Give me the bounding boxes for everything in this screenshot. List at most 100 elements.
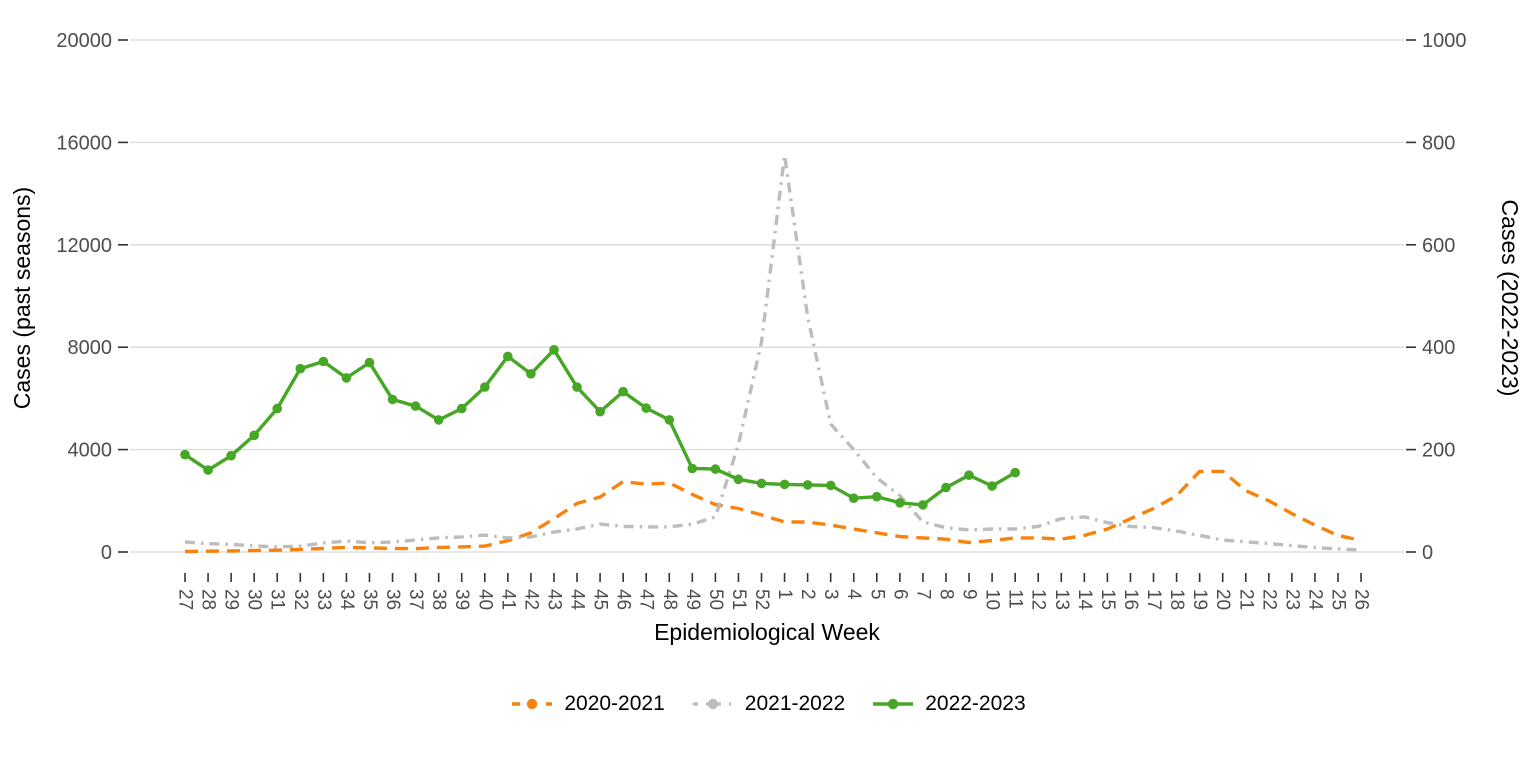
x-axis-tick-label: 34	[336, 589, 357, 611]
y-axis-left-tick-label: 8000	[68, 337, 113, 359]
data-point-2022-2023	[687, 463, 698, 474]
x-axis-tick-label: 7	[912, 589, 933, 600]
x-axis-tick-label: 10	[982, 589, 1003, 610]
x-axis-tick-label: 32	[290, 589, 311, 610]
x-axis-tick-label: 20	[1212, 589, 1233, 610]
series-2021-2022	[184, 154, 1362, 552]
x-axis-tick-label: 49	[682, 589, 703, 610]
legend-key-icon	[873, 698, 914, 710]
legend-key-dot	[888, 698, 899, 710]
data-point-2022-2023	[249, 430, 259, 441]
y-axis-right-tick-label: 800	[1422, 132, 1455, 154]
data-point-2022-2023	[595, 406, 605, 417]
x-axis-tick-label: 24	[1304, 589, 1325, 611]
x-axis-tick-label: 36	[382, 589, 403, 610]
x-axis-tick-label: 9	[959, 589, 980, 600]
x-axis-tick-label: 16	[1120, 589, 1141, 610]
data-point-2022-2023	[364, 357, 375, 368]
data-point-2022-2023	[872, 491, 882, 502]
data-point-2022-2023	[341, 373, 352, 383]
x-axis-tick-label: 8	[935, 589, 956, 600]
x-axis-tick-label: 41	[497, 589, 518, 610]
legend-label: 2020-2021	[564, 692, 665, 715]
data-point-2022-2023	[987, 481, 997, 491]
x-axis-tick-label: 45	[590, 589, 611, 610]
series-line-2020-2021	[184, 469, 1362, 554]
y-axis-right-tick-label: 200	[1422, 440, 1455, 462]
x-axis-title: Epidemiological Week	[654, 619, 880, 645]
data-point-2022-2023	[549, 345, 559, 355]
x-axis-tick-label: 11	[1005, 589, 1026, 609]
y-axis-right-tick-label: 0	[1422, 542, 1433, 564]
data-point-2022-2023	[526, 369, 536, 379]
data-point-2022-2023	[802, 480, 813, 490]
gridlines	[130, 39, 1404, 553]
x-axis-tick-label: 15	[1097, 589, 1118, 610]
data-point-2022-2023	[710, 464, 721, 474]
data-point-2022-2023	[664, 415, 675, 425]
x-axis-tick-label: 27	[175, 589, 196, 610]
x-axis-tick-label: 30	[244, 589, 265, 610]
y-axis-right-title: Cases (2022-2023)	[1497, 200, 1523, 397]
x-axis-tick-label: 14	[1074, 589, 1095, 611]
x-axis-tick-label: 33	[313, 589, 334, 610]
x-axis-tick-label: 23	[1281, 589, 1302, 610]
data-point-2022-2023	[1010, 467, 1020, 478]
data-point-2022-2023	[848, 493, 859, 504]
x-axis-tick-label: 22	[1258, 589, 1279, 610]
x-axis-tick-labels: 27 28 29 30 31 32 33 34 35 36 37 38 39 40 41 42 43 44 45 46…	[175, 589, 1372, 611]
y-axis-left-tick-labels: 0 4000 8000 12000 16000 20000	[56, 30, 112, 564]
data-point-2022-2023	[318, 356, 329, 367]
x-axis-tick-label: 6	[889, 589, 910, 600]
series-2022-2023	[180, 345, 1020, 510]
data-series	[180, 154, 1362, 554]
y-axis-left-tick-label: 16000	[56, 132, 112, 154]
data-point-2022-2023	[779, 479, 790, 490]
x-axis-tick-label: 38	[428, 589, 449, 610]
legend-key-dot	[527, 698, 538, 710]
x-axis-tick-label: 2	[797, 589, 818, 600]
x-axis-tick-label: 18	[1166, 589, 1187, 610]
data-point-2022-2023	[503, 351, 513, 362]
legend-item-2021-2022: 2021-2022	[691, 692, 845, 716]
x-axis-tick-label: 4	[843, 589, 864, 600]
data-point-2022-2023	[387, 394, 398, 405]
data-point-2022-2023	[295, 363, 306, 374]
x-axis-tick-label: 52	[751, 589, 772, 610]
data-point-2022-2023	[964, 470, 974, 481]
y-axis-left-tick-label: 12000	[56, 235, 112, 257]
x-axis-tick-label: 21	[1235, 589, 1256, 610]
x-axis-tick-label: 1	[774, 589, 795, 600]
x-axis-tick-label: 29	[221, 589, 242, 610]
legend-item-2022-2023: 2022-2023	[871, 692, 1026, 716]
y-axis-right-tick-label: 400	[1422, 337, 1455, 359]
data-point-2022-2023	[756, 478, 767, 489]
x-axis-tick-label: 26	[1351, 589, 1372, 610]
x-axis-tick-label: 28	[198, 589, 219, 610]
x-axis-tick-label: 50	[705, 589, 726, 610]
x-axis-tick-label: 37	[405, 589, 426, 610]
x-axis-tick-label: 39	[451, 589, 472, 610]
data-point-2022-2023	[480, 382, 490, 392]
legend-item-2020-2021: 2020-2021	[510, 692, 665, 716]
x-axis-tick-label: 3	[820, 589, 841, 600]
x-axis-tick-label: 31	[267, 589, 288, 610]
data-point-2022-2023	[410, 401, 421, 411]
x-axis-tick-label: 46	[613, 589, 634, 610]
x-axis-tick-label: 47	[636, 589, 657, 610]
data-point-2022-2023	[203, 465, 213, 475]
axis-tick-marks	[118, 39, 1416, 582]
legend-label: 2021-2022	[744, 692, 846, 715]
x-axis-tick-label: 17	[1143, 589, 1164, 610]
x-axis-tick-label: 42	[520, 589, 541, 610]
y-axis-right-tick-label: 600	[1422, 235, 1455, 257]
data-point-2022-2023	[825, 480, 836, 491]
y-axis-left-tick-label: 0	[101, 542, 112, 564]
data-point-2022-2023	[456, 403, 467, 414]
y-axis-left-tick-label: 4000	[68, 440, 113, 462]
data-point-2022-2023	[180, 449, 190, 460]
data-point-2022-2023	[618, 386, 628, 397]
data-point-2022-2023	[641, 403, 651, 413]
